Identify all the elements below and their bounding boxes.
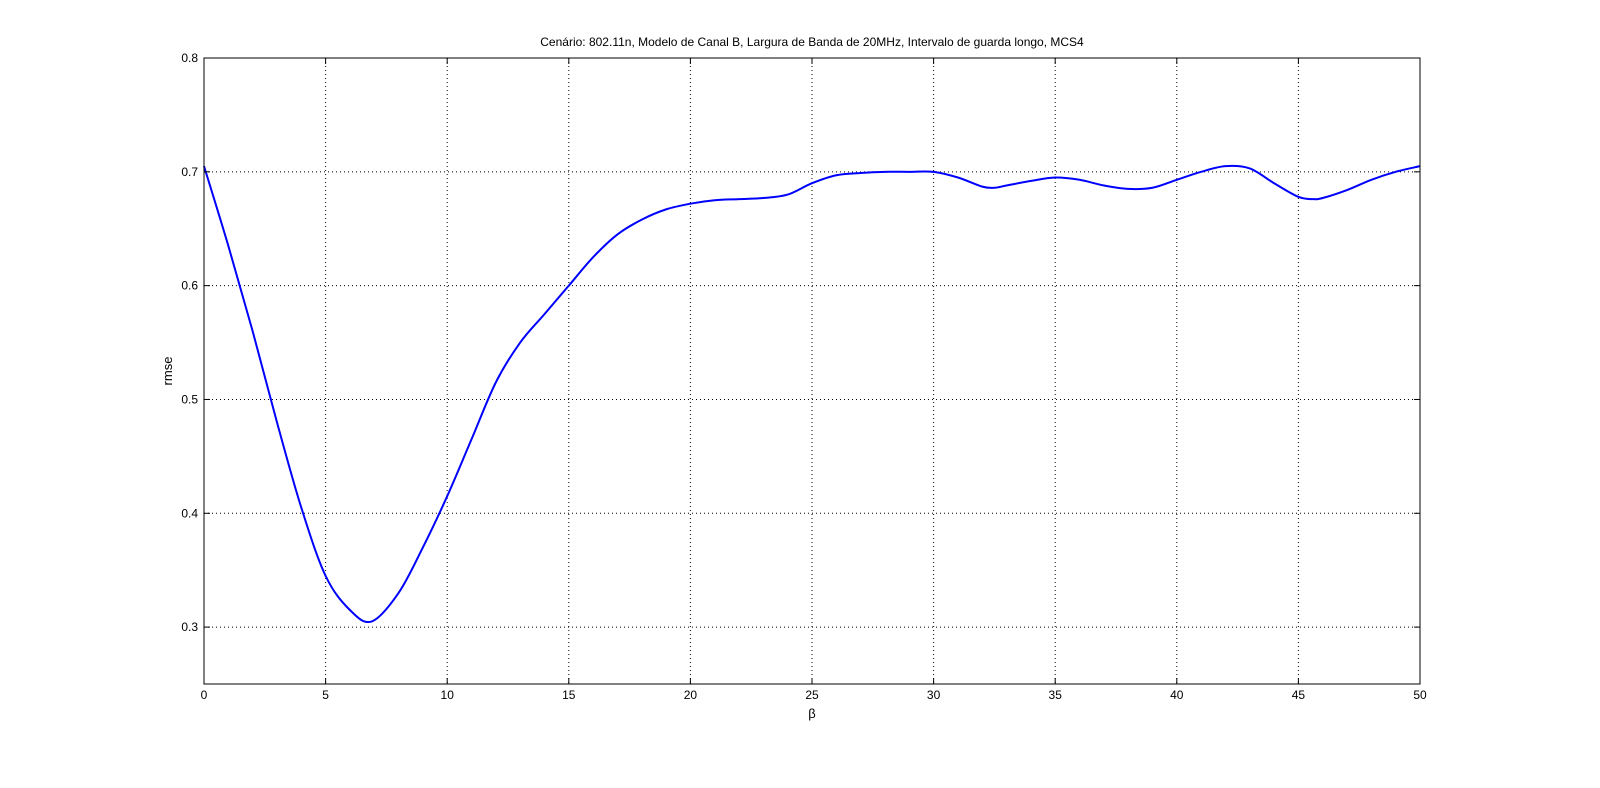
- y-tick-label: 0.4: [181, 506, 198, 520]
- x-tick-label: 35: [1049, 688, 1063, 702]
- y-axis-label: rmse: [160, 357, 175, 386]
- y-tick-label: 0.3: [181, 620, 198, 634]
- y-tick-label: 0.6: [181, 279, 198, 293]
- ticks: 0 5 10 15 20 25 30 35 40 45 50 0.3 0.4 0.5 0.6 0.7 0.8: [181, 51, 1427, 702]
- x-tick-label: 15: [562, 688, 576, 702]
- x-tick-label: 50: [1413, 688, 1427, 702]
- y-tick-label: 0.7: [181, 165, 198, 179]
- x-tick-label: 5: [322, 688, 329, 702]
- x-tick-label: 20: [684, 688, 698, 702]
- chart-title: Cenário: 802.11n, Modelo de Canal B, Lar…: [540, 35, 1084, 49]
- grid: [204, 58, 1420, 684]
- x-tick-label: 45: [1292, 688, 1306, 702]
- x-tick-label: 0: [201, 688, 208, 702]
- x-tick-label: 40: [1170, 688, 1184, 702]
- series-line: [203, 164, 1421, 624]
- y-tick-label: 0.8: [181, 51, 198, 65]
- x-tick-label: 10: [441, 688, 455, 702]
- x-tick-label: 25: [805, 688, 819, 702]
- x-axis-label: β: [808, 706, 815, 721]
- x-tick-label: 30: [927, 688, 941, 702]
- y-tick-label: 0.5: [181, 392, 198, 406]
